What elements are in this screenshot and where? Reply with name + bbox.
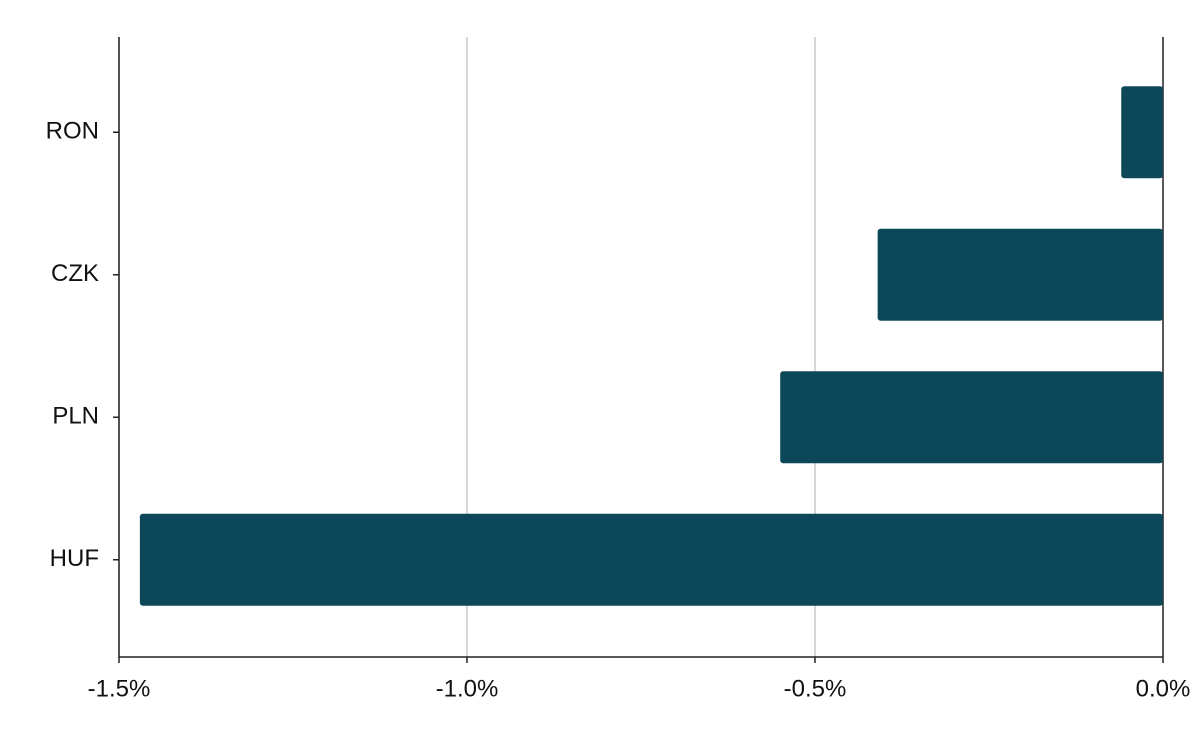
x-tick-label: 0.0% (1136, 675, 1191, 702)
bar (780, 371, 1163, 464)
bar (139, 513, 1163, 606)
x-tick-label: -1.0% (436, 675, 499, 702)
y-tick-label: RON (46, 118, 99, 145)
bar (1121, 86, 1163, 179)
y-tick-label: HUF (50, 545, 99, 572)
y-tick-label: CZK (51, 260, 99, 287)
y-tick-label: PLN (52, 403, 99, 430)
x-tick-label: -0.5% (784, 675, 847, 702)
bar (877, 228, 1163, 321)
x-tick-label: -1.5% (88, 675, 151, 702)
